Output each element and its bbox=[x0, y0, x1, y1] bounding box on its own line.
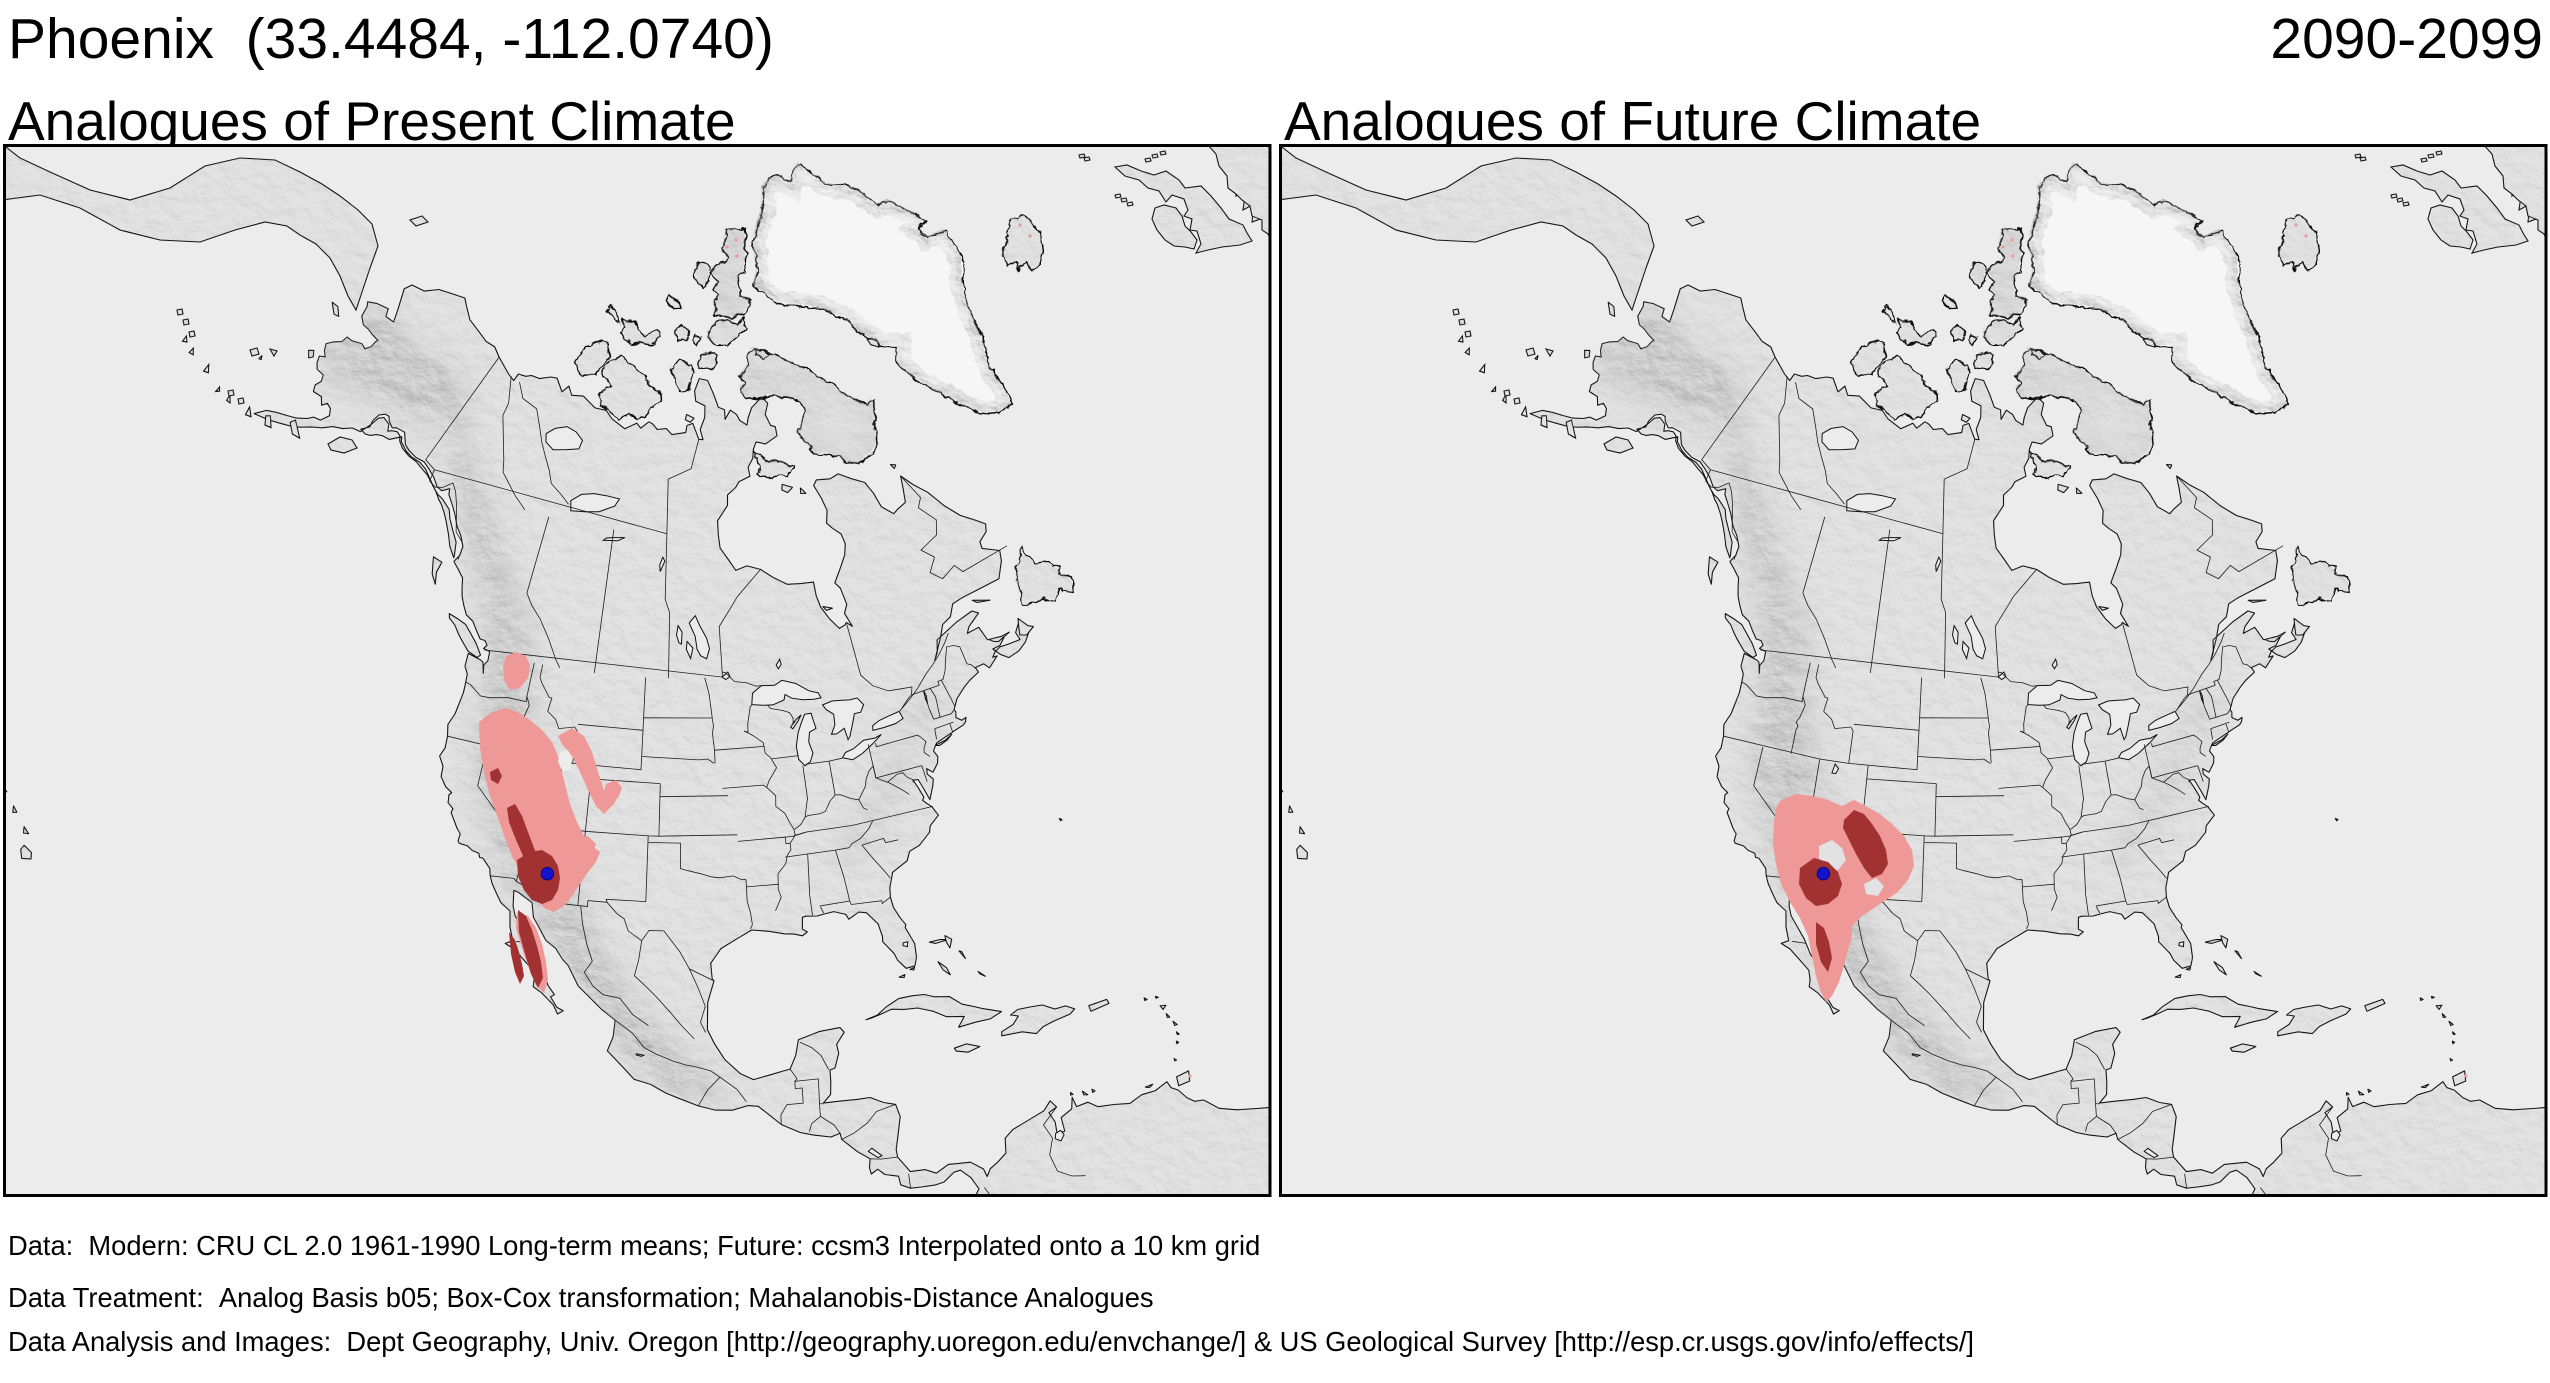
svg-text:Analogues of Future Climate: Analogues of Future Climate bbox=[1284, 90, 1981, 152]
svg-text:Data Analysis and Images: Dep: Data Analysis and Images: Dept Geography… bbox=[8, 1326, 1974, 1357]
svg-text:Analogues of Present Climate: Analogues of Present Climate bbox=[8, 90, 736, 152]
svg-text:2090-2099: 2090-2099 bbox=[2270, 7, 2543, 71]
svg-text:Data: Modern: CRU CL 2.0 1961: Data: Modern: CRU CL 2.0 1961-1990 Long-… bbox=[8, 1230, 1260, 1261]
svg-text:Data Treatment: Analog Basis: Data Treatment: Analog Basis b05; Box-Co… bbox=[8, 1282, 1154, 1313]
svg-text:Phoenix (33.4484, -112.0740): Phoenix (33.4484, -112.0740) bbox=[8, 7, 774, 71]
